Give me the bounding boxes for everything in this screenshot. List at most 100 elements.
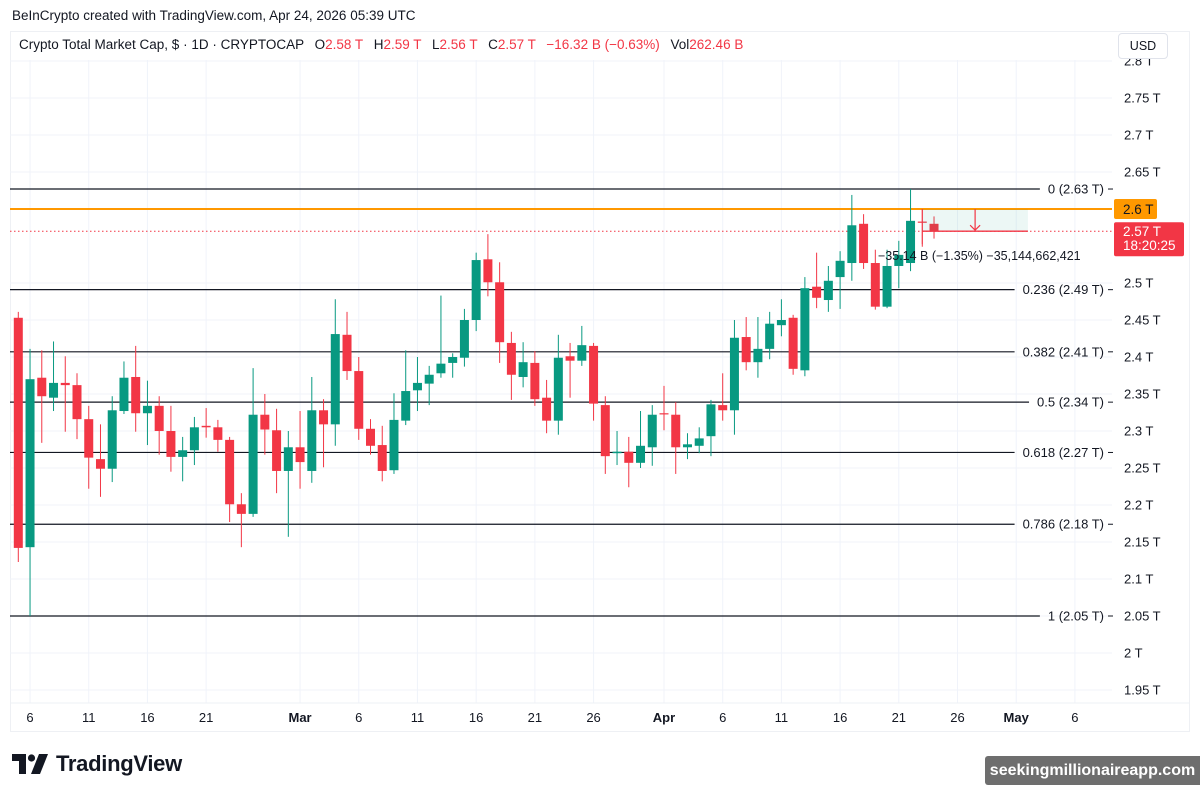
candle-up	[142, 380, 152, 446]
symbol-title: Crypto Total Market Cap, $ · 1D · CRYPTO…	[19, 37, 304, 52]
low-label: L	[432, 37, 440, 52]
candle-up	[424, 365, 434, 406]
candle-body	[636, 445, 646, 463]
time-tick-label: 11	[775, 710, 789, 725]
candle-down	[319, 399, 329, 468]
high-value: 2.59 T	[383, 37, 422, 52]
candle-body	[260, 414, 270, 430]
candle-body	[84, 419, 94, 458]
candle-down	[741, 317, 751, 371]
candle-body	[49, 382, 59, 398]
candle-body	[600, 405, 610, 457]
candle-down	[600, 396, 610, 474]
candle-down	[659, 385, 669, 431]
currency-button[interactable]: USD	[1118, 33, 1168, 59]
fib-retracement[interactable]: 0 (2.63 T) 0.236 (2.49 T) 0.382 (2.41 T) 0.…	[10, 182, 1113, 624]
candle-body	[401, 391, 411, 421]
candle-body	[72, 385, 82, 420]
fib-level-label: 0.236 (2.49 T)	[1023, 282, 1104, 297]
measure-label: −35.14 B (−1.35%) −35,144,662,421	[878, 249, 1081, 263]
price-axis[interactable]: 2.8 T2.75 T2.7 T2.65 T2.5 T2.45 T2.4 T2.…	[1124, 54, 1161, 698]
time-tick-label: 16	[140, 710, 154, 725]
candle-up	[471, 252, 481, 332]
candle-down	[236, 493, 246, 548]
candle-down	[201, 408, 211, 438]
candle-down	[929, 216, 939, 239]
candle-down	[542, 379, 552, 434]
open-value: 2.58 T	[325, 37, 363, 52]
time-tick-label: 16	[469, 710, 483, 725]
fib-level-label: 0.382 (2.41 T)	[1023, 344, 1104, 359]
volume-value: 262.46 B	[689, 37, 744, 52]
candle-body	[741, 337, 751, 363]
candle-down	[366, 419, 375, 455]
candle-body	[107, 410, 117, 469]
candle-body	[682, 444, 692, 448]
candle-down	[272, 408, 282, 494]
candle-up	[459, 308, 469, 367]
candle-up	[436, 295, 446, 378]
candle-body	[201, 425, 211, 428]
candle-body	[389, 419, 399, 471]
fib-level-label: 1 (2.05 T)	[1048, 609, 1104, 624]
time-tick-label: 6	[26, 710, 33, 725]
candle-up	[636, 411, 646, 468]
time-axis[interactable]: 6 11 16 21 Mar 6 11 16 21 26 Apr 6 11 16 21 26 May 6	[26, 710, 1078, 725]
resistance-price-label: 2.6 T	[1123, 202, 1154, 217]
candle-body	[459, 320, 469, 358]
candle-body	[330, 334, 340, 425]
tradingview-logo[interactable]: TradingView	[12, 751, 182, 777]
candle-body	[225, 439, 235, 505]
open-label: O	[314, 37, 326, 52]
candle-body	[882, 265, 892, 307]
candle-up	[882, 249, 892, 309]
last-price-badge	[1114, 222, 1184, 257]
candle-down	[342, 311, 352, 380]
low-value: 2.56 T	[439, 37, 478, 52]
candle-down	[624, 436, 634, 488]
candle-body	[295, 447, 305, 463]
candle-body	[847, 225, 857, 264]
price-tick-label: 2.05 T	[1124, 609, 1161, 624]
candle-body	[354, 371, 364, 429]
fib-level-label: 0.5 (2.34 T)	[1037, 395, 1104, 410]
candle-body	[424, 374, 434, 384]
measure-tool[interactable]: −35.14 B (−1.35%) −35,144,662,421	[878, 209, 1081, 263]
candle-body	[718, 405, 728, 411]
candle-body	[729, 337, 739, 411]
candle-up	[847, 194, 857, 281]
candle-down	[154, 396, 164, 455]
candle-down	[565, 342, 575, 398]
candle-body	[272, 430, 282, 471]
candle-down	[718, 373, 728, 421]
chart-frame	[10, 31, 1190, 732]
candle-body	[530, 362, 540, 400]
candle-body	[812, 286, 822, 298]
candle-body	[800, 288, 810, 371]
candle-up	[706, 399, 716, 457]
time-tick-label: 6	[355, 710, 362, 725]
candle-body	[835, 260, 845, 278]
fib-level-label: 0.786 (2.18 T)	[1023, 517, 1104, 532]
candle-body	[37, 377, 47, 397]
candle-down	[37, 350, 47, 443]
chart-credit: BeInCrypto created with TradingView.com,…	[12, 8, 416, 23]
candle-body	[788, 317, 798, 369]
candle-body	[506, 342, 516, 375]
price-tick-label: 2.3 T	[1124, 424, 1153, 439]
candle-down	[213, 419, 223, 452]
arrow-down-icon	[969, 209, 981, 232]
candle-body	[577, 345, 587, 361]
candle-up	[189, 416, 199, 466]
candle-down	[530, 351, 540, 406]
candle-up	[906, 189, 916, 272]
last-price-label: 2.57 T	[1123, 224, 1161, 239]
candle-up	[612, 431, 622, 466]
volume-label: Vol	[670, 37, 690, 52]
candle-body	[131, 376, 141, 414]
candle-body	[553, 357, 563, 421]
price-tick-label: 2.15 T	[1124, 535, 1161, 550]
time-tick-label: Mar	[288, 710, 311, 725]
candle-up	[178, 436, 188, 482]
